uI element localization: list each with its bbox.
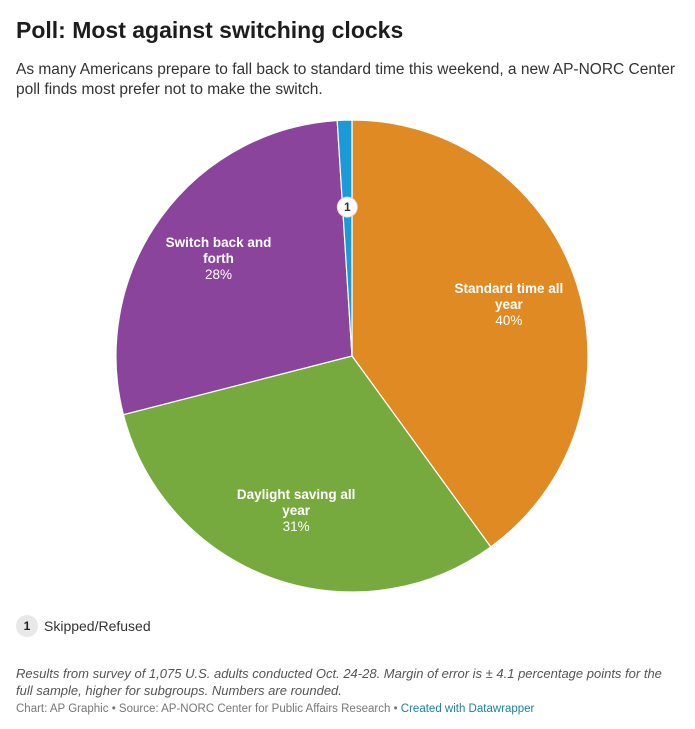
- datawrapper-link[interactable]: Created with Datawrapper: [400, 703, 535, 715]
- slice-marker-number: 1: [344, 200, 351, 214]
- pie-slice-switch-back-and-forth: [115, 119, 353, 416]
- legend: 1 Skipped/Refused: [16, 615, 151, 637]
- chart-footer: Chart: AP Graphic • Source: AP-NORC Cent…: [16, 703, 534, 715]
- chart-credit: Chart: AP Graphic: [16, 703, 109, 715]
- legend-marker-badge: 1: [16, 615, 38, 637]
- chart-notes: Results from survey of 1,075 U.S. adults…: [16, 666, 662, 698]
- slice-value-switch-back-and-forth: 28%: [205, 267, 232, 282]
- pie-slice-daylight-saving-all-year: [122, 355, 492, 593]
- footer-separator-2: •: [393, 703, 398, 715]
- slice-label-switch-back-and-forth: forth: [203, 251, 234, 266]
- slice-label-standard-time-all-year: Standard time all: [455, 281, 564, 296]
- pie-slice-skipped-refused: [336, 119, 353, 357]
- chart-title: Poll: Most against switching clocks: [16, 17, 404, 43]
- slice-value-standard-time-all-year: 40%: [495, 313, 522, 328]
- pie-slices: [115, 119, 589, 593]
- pie-slice-standard-time-all-year: [351, 119, 589, 548]
- slice-label-switch-back-and-forth: Switch back and: [166, 235, 272, 250]
- chart-subtitle: As many Americans prepare to fall back t…: [16, 61, 676, 98]
- footer-separator: •: [111, 703, 116, 715]
- slice-label-daylight-saving-all-year: Daylight saving all: [237, 487, 356, 502]
- source-credit: Source: AP-NORC Center for Public Affair…: [118, 703, 391, 715]
- slice-label-daylight-saving-all-year: year: [282, 503, 311, 518]
- slice-marker-badge: [336, 196, 358, 218]
- slice-label-standard-time-all-year: year: [495, 297, 524, 312]
- slice-value-daylight-saving-all-year: 31%: [283, 519, 310, 534]
- legend-label: Skipped/Refused: [44, 618, 151, 634]
